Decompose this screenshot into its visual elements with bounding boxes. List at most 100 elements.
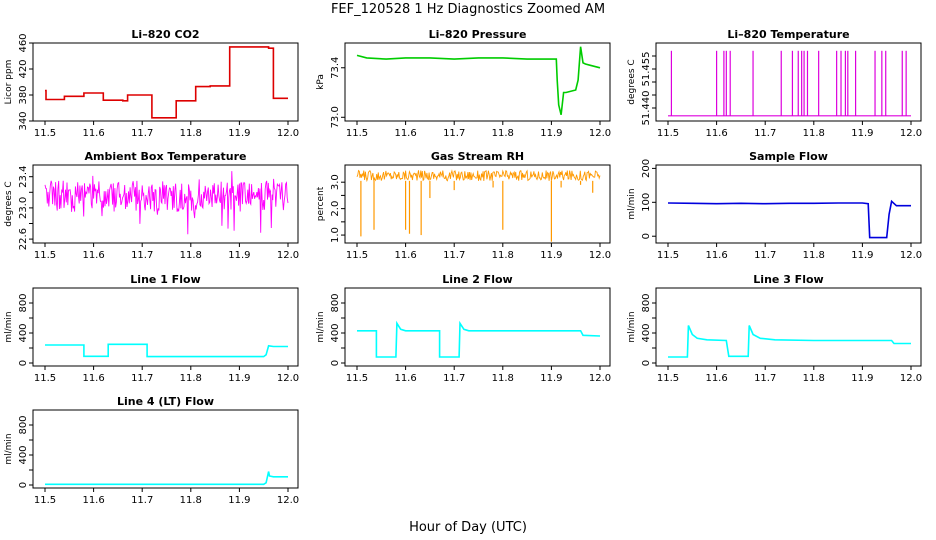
y-axis-label: degrees C <box>4 181 14 226</box>
plot-frame <box>655 164 922 244</box>
panel-title: Gas Stream RH <box>431 150 524 163</box>
y-axis-label: degrees C <box>627 59 637 104</box>
x-tick-label: 11.5 <box>346 250 368 261</box>
panel-title: Li–820 Temperature <box>727 28 849 41</box>
y-axis-label: percent <box>316 186 326 221</box>
y-axis-label: ml/min <box>4 311 14 342</box>
series-line <box>356 46 601 115</box>
panel-7: Line 1 Flow 11.5 11.6 11.7 11.8 11.9 12.0 0 400 8… <box>4 273 299 384</box>
x-tick-label: 11.6 <box>82 128 104 139</box>
y-tick-label: 400 <box>330 323 341 342</box>
x-tick-label: 11.9 <box>540 373 562 384</box>
x-tick-label: 11.9 <box>228 128 250 139</box>
x-tick-label: 11.8 <box>803 250 825 261</box>
series-line <box>356 169 601 183</box>
y-axis-label: ml/min <box>316 311 326 342</box>
y-axis-label: Licor ppm <box>4 60 14 105</box>
panel-9: Line 3 Flow 11.5 11.6 11.7 11.8 11.9 12.0 0 400 8… <box>627 273 922 384</box>
x-tick-label: 11.7 <box>443 373 465 384</box>
x-tick-label: 11.5 <box>657 128 679 139</box>
panel-1: Li–820 CO2 11.5 11.6 11.7 11.8 11.9 12.0 340 380… <box>4 28 299 139</box>
x-tick-label: 11.6 <box>82 250 104 261</box>
y-tick-label: 22.6 <box>18 228 29 250</box>
x-tick-label: 11.8 <box>492 128 514 139</box>
plot-frame <box>32 287 299 367</box>
series-line <box>45 471 288 486</box>
y-tick-label: 23.0 <box>18 197 29 219</box>
y-tick-label: 2.0 <box>330 201 341 217</box>
plot-frame <box>32 409 299 489</box>
x-tick-label: 11.8 <box>180 250 202 261</box>
x-tick-label: 11.8 <box>803 128 825 139</box>
y-tick-label: 800 <box>18 293 29 312</box>
x-tick-label: 11.9 <box>851 128 873 139</box>
plot-frame <box>32 164 299 244</box>
x-tick-label: 11.9 <box>851 250 873 261</box>
y-tick-label: 100 <box>641 193 652 212</box>
y-tick-label: 0 <box>330 360 341 366</box>
series-line <box>668 325 911 358</box>
x-tick-label: 12.0 <box>589 250 611 261</box>
y-tick-label: 400 <box>18 445 29 464</box>
y-tick-label: 1.0 <box>330 227 341 243</box>
x-tick-label: 11.7 <box>443 250 465 261</box>
x-tick-label: 11.5 <box>34 250 56 261</box>
x-tick-label: 11.7 <box>131 373 153 384</box>
series-line <box>45 343 288 358</box>
y-tick-label: 800 <box>330 293 341 312</box>
x-tick-label: 12.0 <box>277 495 299 506</box>
x-tick-label: 11.7 <box>754 128 776 139</box>
y-tick-label: 73.4 <box>330 57 341 79</box>
panel-title: Line 2 Flow <box>442 273 512 286</box>
x-tick-label: 12.0 <box>277 128 299 139</box>
x-tick-label: 11.5 <box>34 373 56 384</box>
y-axis-label: ml/min <box>627 188 637 219</box>
x-tick-label: 12.0 <box>589 128 611 139</box>
y-axis-label: ml/min <box>627 311 637 342</box>
x-tick-label: 11.8 <box>180 373 202 384</box>
plot-frame <box>32 42 299 122</box>
x-tick-label: 11.7 <box>131 128 153 139</box>
x-tick-label: 11.5 <box>34 128 56 139</box>
panel-5: Gas Stream RH 11.5 11.6 11.7 11.8 11.9 12.0 1.0… <box>316 150 611 261</box>
y-tick-label: 0 <box>641 360 652 366</box>
plot-frame <box>344 164 611 244</box>
y-tick-label: 400 <box>641 323 652 342</box>
series-line <box>44 171 289 235</box>
x-tick-label: 11.5 <box>657 250 679 261</box>
panel-10: Line 4 (LT) Flow 11.5 11.6 11.7 11.8 11.9 12.0… <box>4 395 299 506</box>
x-tick-label: 11.6 <box>705 128 727 139</box>
panel-title: Sample Flow <box>749 150 828 163</box>
x-tick-label: 11.9 <box>228 495 250 506</box>
x-tick-label: 12.0 <box>589 373 611 384</box>
x-tick-label: 11.5 <box>657 373 679 384</box>
series-line <box>667 199 911 239</box>
x-tick-label: 11.7 <box>754 373 776 384</box>
x-tick-label: 11.6 <box>705 373 727 384</box>
panel-title: Line 3 Flow <box>753 273 823 286</box>
x-tick-label: 11.6 <box>82 495 104 506</box>
y-tick-label: 200 <box>641 159 652 178</box>
panel-4: Ambient Box Temperature 11.5 11.6 11.7 11.8 1… <box>4 150 299 261</box>
y-tick-label: 0 <box>18 360 29 366</box>
x-tick-label: 11.5 <box>346 373 368 384</box>
y-tick-label: 800 <box>641 293 652 312</box>
x-tick-label: 11.8 <box>803 373 825 384</box>
figure-title: FEF_120528 1 Hz Diagnostics Zoomed AM <box>331 2 605 17</box>
x-tick-label: 11.7 <box>443 128 465 139</box>
x-tick-label: 12.0 <box>277 250 299 261</box>
y-tick-label: 380 <box>18 85 29 104</box>
panel-title: Ambient Box Temperature <box>85 150 247 163</box>
plot-frame <box>344 42 611 122</box>
y-tick-label: 0 <box>18 482 29 488</box>
x-tick-label: 11.8 <box>492 373 514 384</box>
x-tick-label: 12.0 <box>900 250 922 261</box>
x-tick-label: 12.0 <box>900 128 922 139</box>
panel-3: Li–820 Temperature 11.5 11.6 11.7 11.8 11.9 12… <box>627 28 922 139</box>
figure-x-axis-label: Hour of Day (UTC) <box>409 520 527 535</box>
panel-title: Line 4 (LT) Flow <box>117 395 214 408</box>
panel-title: Li–820 Pressure <box>429 28 527 41</box>
panel-8: Line 2 Flow 11.5 11.6 11.7 11.8 11.9 12.0 0 400 8… <box>316 273 611 384</box>
y-tick-label: 420 <box>18 59 29 78</box>
